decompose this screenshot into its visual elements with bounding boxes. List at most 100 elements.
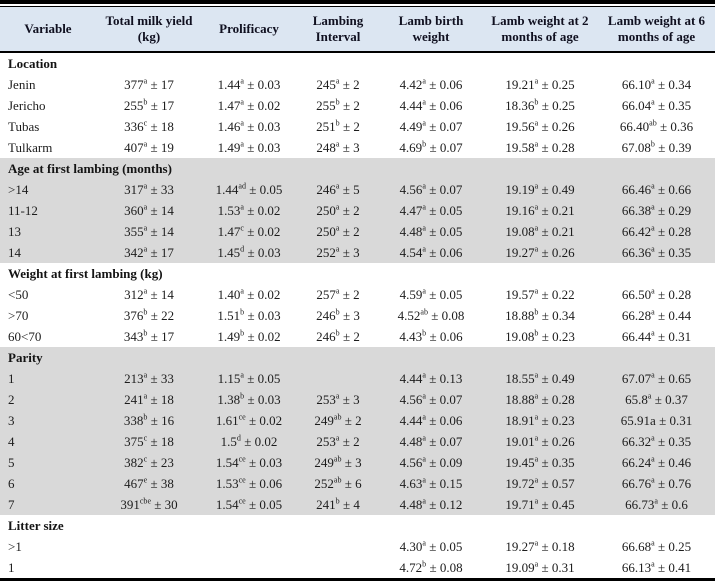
value-cell: 19.71a ± 0.45	[482, 494, 598, 515]
value-cell: 1.44ad ± 0.05	[202, 179, 296, 200]
row-label: 60<70	[8, 328, 42, 344]
table-row: 5 382c ± 23 1.54ce ± 0.03 249ab ± 3 4.56a ± …	[0, 452, 715, 473]
value-cell: 4.48a ± 0.12	[380, 494, 482, 515]
row-label: Jericho	[8, 97, 46, 113]
value-cell: 1.49b ± 0.02	[217, 328, 281, 344]
value-cell: 19.56a ± 0.26	[505, 118, 575, 134]
value-cell: 19.01a ± 0.26	[482, 431, 598, 452]
value-cell: 4.48a ± 0.05	[380, 221, 482, 242]
value-cell: 19.08a ± 0.21	[482, 221, 598, 242]
value-cell: 4.48a ± 0.07	[380, 431, 482, 452]
value-cell: 246b ± 2	[316, 328, 360, 344]
value-cell	[96, 536, 202, 557]
value-cell: 317a ± 33	[96, 179, 202, 200]
value-cell: 241b ± 4	[296, 494, 380, 515]
value-cell: 18.88b ± 0.34	[505, 307, 575, 323]
value-cell	[296, 557, 380, 580]
value-cell: 253a ± 3	[296, 389, 380, 410]
section-header-row: Weight at first lambing (kg)	[0, 263, 715, 284]
value-cell: 241a ± 18	[96, 389, 202, 410]
row-label: >1	[8, 538, 22, 554]
row-label: <50	[8, 286, 29, 302]
value-cell: 4.56a ± 0.07	[380, 179, 482, 200]
table-row: >14 317a ± 33 1.44ad ± 0.05 246a ± 5 4.56a ±…	[0, 179, 715, 200]
value-cell: 375c ± 18	[96, 431, 202, 452]
value-cell: 1.47a ± 0.02	[217, 97, 281, 113]
value-cell: 66.32a ± 0.35	[598, 431, 715, 452]
value-cell: 343b ± 17	[123, 328, 175, 344]
column-header-2: Prolificacy	[202, 6, 296, 53]
value-cell: 245a ± 2	[316, 76, 360, 92]
row-label: 13	[0, 221, 96, 242]
value-cell: 65.91a ± 0.31	[598, 410, 715, 431]
value-cell: 19.27a ± 0.26	[482, 242, 598, 263]
value-cell: 19.19a ± 0.49	[482, 179, 598, 200]
value-cell: 336c ± 18	[124, 118, 174, 134]
value-cell: 312a ± 14	[124, 286, 174, 302]
value-cell: 66.50a ± 0.28	[621, 286, 692, 302]
value-cell	[202, 536, 296, 557]
value-cell: 1.38b ± 0.03	[202, 389, 296, 410]
value-cell: 213a ± 33	[96, 368, 202, 389]
value-cell: 1.46a ± 0.03	[217, 118, 281, 134]
section-header-row: Parity	[0, 347, 715, 368]
table-row: 11-12 360a ± 14 1.53a ± 0.02 250a ± 2 4.47a …	[0, 200, 715, 221]
value-cell: 1.49a ± 0.03	[217, 139, 281, 155]
row-label: >70	[8, 307, 29, 323]
table-row: 6 467e ± 38 1.53ce ± 0.06 252ab ± 6 4.63a ± …	[0, 473, 715, 494]
value-cell: 4.52ab ± 0.08	[397, 307, 465, 323]
value-cell: 382c ± 23	[96, 452, 202, 473]
value-cell: 360a ± 14	[96, 200, 202, 221]
table-row: 7 391cbe ± 30 1.54ce ± 0.05 241b ± 4 4.48a ±…	[0, 494, 715, 515]
column-header-0: Variable	[0, 6, 96, 53]
value-cell: 1.40a ± 0.02	[217, 286, 281, 302]
value-cell: 257a ± 2	[316, 286, 360, 302]
row-label: 2	[0, 389, 96, 410]
section-header-row: Age at first lambing (months)	[0, 158, 715, 179]
table-row: Tubas 336c ± 18 1.46a ± 0.03 251b ± 2 4.49a …	[0, 116, 715, 137]
value-cell: 66.10a ± 0.34	[621, 76, 692, 92]
section-header-row: Litter size	[0, 515, 715, 536]
row-label: Tulkarm	[8, 139, 53, 155]
row-label: 11-12	[0, 200, 96, 221]
value-cell: 1.15a ± 0.05	[202, 368, 296, 389]
value-cell: 4.47a ± 0.05	[380, 200, 482, 221]
value-cell: 66.46a ± 0.66	[598, 179, 715, 200]
header-row: Variable Total milk yield (kg) Prolificacy…	[0, 6, 715, 53]
value-cell: 4.63a ± 0.15	[380, 473, 482, 494]
value-cell: 67.08b ± 0.39	[621, 139, 692, 155]
table-row: 4 375c ± 18 1.5d ± 0.02 253a ± 2 4.48a ± 0.0…	[0, 431, 715, 452]
section-title: Age at first lambing (months)	[0, 158, 715, 179]
value-cell: 248a ± 3	[316, 139, 360, 155]
value-cell: 1.45d ± 0.03	[202, 242, 296, 263]
value-cell: 19.21a ± 0.25	[505, 76, 575, 92]
value-cell: 4.54a ± 0.06	[380, 242, 482, 263]
value-cell: 1.51b ± 0.03	[217, 307, 281, 323]
value-cell: 4.72b ± 0.08	[399, 559, 463, 575]
value-cell: 467e ± 38	[96, 473, 202, 494]
value-cell: 66.36a ± 0.35	[598, 242, 715, 263]
table-row: 13 355a ± 14 1.47c ± 0.02 250a ± 2 4.48a ± 0…	[0, 221, 715, 242]
value-cell: 246a ± 5	[296, 179, 380, 200]
value-cell: 66.38a ± 0.29	[598, 200, 715, 221]
value-cell: 66.42a ± 0.28	[598, 221, 715, 242]
value-cell: 66.28a ± 0.44	[621, 307, 692, 323]
value-cell: 19.58a ± 0.28	[505, 139, 575, 155]
value-cell: 255b ± 2	[316, 97, 360, 113]
row-label: 1	[0, 368, 96, 389]
value-cell: 4.59a ± 0.05	[399, 286, 463, 302]
value-cell: 18.55a ± 0.49	[482, 368, 598, 389]
row-label: >14	[0, 179, 96, 200]
value-cell: 66.76a ± 0.76	[598, 473, 715, 494]
value-cell: 65.8a ± 0.37	[598, 389, 715, 410]
column-header-5: Lamb weight at 2 months of age	[482, 6, 598, 53]
value-cell: 19.72a ± 0.57	[482, 473, 598, 494]
value-cell: 377a ± 17	[124, 76, 174, 92]
table-row: 60<70 343b ± 17 1.49b ± 0.02 246b ± 2 4.43b …	[0, 326, 715, 347]
table-row: 1 4.72b ± 0.08 19.09a ± 0.31 66.13a ± 0.41	[0, 557, 715, 580]
table-header: Variable Total milk yield (kg) Prolificacy…	[0, 6, 715, 53]
value-cell: 391cbe ± 30	[96, 494, 202, 515]
table-row: >1 4.30a ± 0.05 19.27a ± 0.18 66.68a ± 0.25	[0, 536, 715, 557]
value-cell: 246b ± 3	[316, 307, 360, 323]
